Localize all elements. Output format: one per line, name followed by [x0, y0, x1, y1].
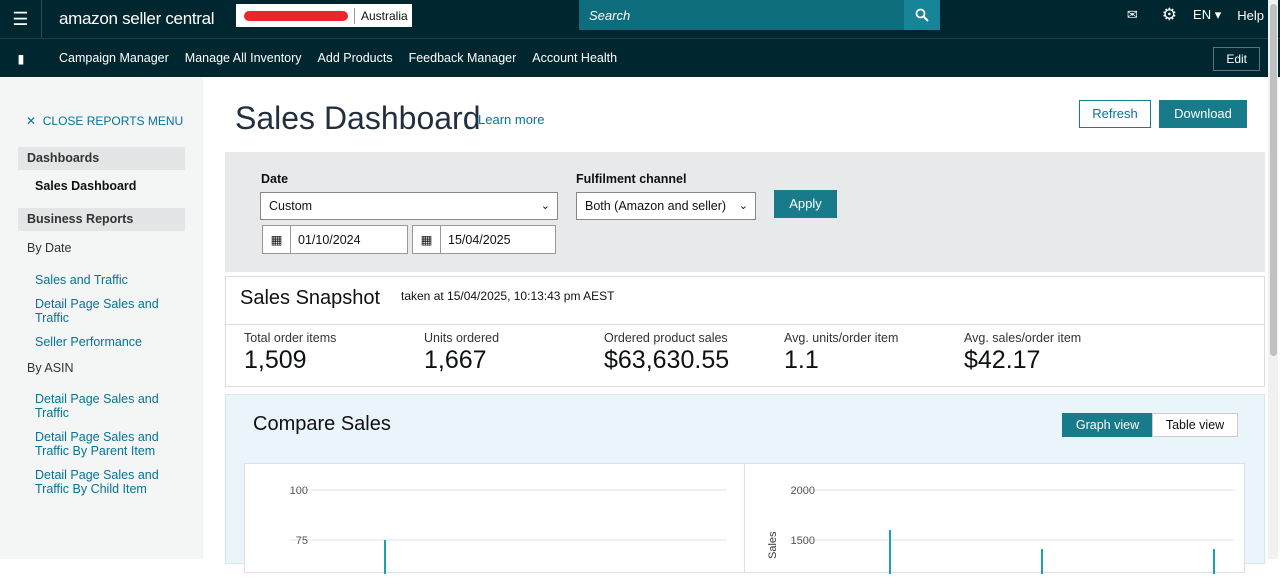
y-tick-label: 2000 [791, 485, 815, 497]
end-date-input[interactable]: ▦ 15/04/2025 [412, 225, 556, 254]
metric-value: $63,630.55 [604, 346, 730, 374]
y-tick-label: 75 [296, 535, 308, 547]
y-tick-label: 1500 [791, 535, 815, 547]
metric-value: 1,667 [424, 346, 487, 374]
channel-value: Both (Amazon and seller) [585, 199, 727, 213]
sidebar-item-sales-traffic[interactable]: Sales and Traffic [35, 273, 128, 287]
mail-icon[interactable]: ✉ [1126, 7, 1138, 22]
metric-label: Avg. sales/order item [964, 331, 1082, 345]
sidebar-heading-by-date: By Date [27, 241, 72, 255]
metric-label: Units ordered [424, 331, 500, 345]
chevron-down-icon: ▾ [1214, 7, 1222, 22]
learn-more-link[interactable]: Learn more [478, 112, 545, 127]
channel-select[interactable]: Both (Amazon and seller) ⌄ [576, 192, 756, 220]
metric-label: Avg. units/order item [784, 331, 899, 345]
download-button[interactable]: Download [1159, 100, 1247, 128]
apply-button[interactable]: Apply [774, 190, 837, 218]
calendar-icon: ▦ [413, 226, 441, 253]
search-button[interactable] [904, 0, 940, 30]
end-date-value: 15/04/2025 [448, 233, 511, 247]
divider [354, 7, 355, 24]
close-icon: ✕ [26, 114, 37, 128]
sidebar-item-seller-performance[interactable]: Seller Performance [35, 335, 142, 349]
metric-label: Total order items [244, 331, 337, 345]
metric-ordered-sales: Ordered product sales $63,630.55 [604, 331, 729, 375]
scrollbar[interactable] [1268, 0, 1278, 559]
filters-panel: Date Custom ⌄ ▦ 01/10/2024 ▦ 15/04/2025 Ful… [225, 152, 1265, 272]
sidebar-item-asin-parent[interactable]: Detail Page Sales and Traffic By Parent … [35, 430, 159, 458]
sidebar-item-detail-page[interactable]: Detail Page Sales and Traffic [35, 297, 159, 325]
sales-snapshot: Sales Snapshot taken at 15/04/2025, 10:1… [225, 276, 1265, 387]
metric-total-order-items: Total order items 1,509 [244, 331, 336, 375]
y-axis-label: Sales [767, 531, 779, 559]
divider [226, 324, 1264, 325]
account-switcher[interactable]: Australia [236, 4, 412, 27]
metric-value: $42.17 [964, 346, 1041, 374]
sales-chart: 2000 1500 Sales [744, 463, 1245, 574]
reports-sidebar: ✕ CLOSE REPORTS MENU Dashboards Sales Da… [0, 77, 203, 559]
nav-account-health[interactable]: Account Health [532, 51, 618, 65]
logo[interactable]: amazon seller central [59, 9, 215, 28]
metric-value: 1,509 [244, 346, 307, 374]
page-title: Sales Dashboard [235, 100, 481, 136]
sidebar-item-asin-detail[interactable]: Detail Page Sales and Traffic [35, 392, 159, 420]
date-range-value: Custom [269, 199, 313, 213]
compare-title: Compare Sales [253, 413, 391, 435]
header-actions: ✉ ⚙ EN ▾ Help [1127, 0, 1280, 30]
sidebar-heading-by-asin: By ASIN [27, 361, 74, 375]
nav-bar: ▮ Campaign Manager Manage All Inventory … [0, 38, 1280, 77]
channel-label: Fulfilment channel [576, 172, 687, 186]
nav-campaign-manager[interactable]: Campaign Manager [59, 51, 169, 65]
top-bar: ☰ amazon seller central Australia Search… [0, 0, 1280, 38]
units-chart: 100 75 [244, 463, 745, 574]
graph-view-toggle[interactable]: Graph view [1062, 413, 1153, 437]
chevron-down-icon: ⌄ [738, 200, 748, 212]
help-link[interactable]: Help [1237, 7, 1264, 23]
close-label: CLOSE REPORTS MENU [42, 114, 184, 128]
metric-units-ordered: Units ordered 1,667 [424, 331, 499, 375]
snapshot-title: Sales Snapshot [240, 287, 381, 309]
sidebar-item-sales-dashboard[interactable]: Sales Dashboard [35, 179, 137, 193]
snapshot-timestamp: taken at 15/04/2025, 10:13:43 pm AEST [401, 289, 615, 303]
sidebar-group-business-reports[interactable]: Business Reports [18, 208, 185, 231]
search-input[interactable]: Search [579, 0, 904, 30]
scrollbar-thumb[interactable] [1270, 4, 1277, 356]
language-select[interactable]: EN ▾ [1193, 7, 1221, 23]
bookmark-icon[interactable]: ▮ [17, 51, 25, 66]
sidebar-item-asin-child[interactable]: Detail Page Sales and Traffic By Child I… [35, 468, 159, 496]
date-range-select[interactable]: Custom ⌄ [260, 192, 558, 220]
close-reports-menu[interactable]: ✕ CLOSE REPORTS MENU [26, 114, 183, 128]
sidebar-group-dashboards[interactable]: Dashboards [18, 147, 185, 170]
y-tick-label: 100 [290, 485, 308, 497]
nav-add-products[interactable]: Add Products [317, 51, 393, 65]
metric-label: Ordered product sales [604, 331, 728, 345]
menu-icon[interactable]: ☰ [0, 0, 42, 38]
chevron-down-icon: ⌄ [540, 200, 550, 212]
refresh-button[interactable]: Refresh [1079, 100, 1151, 128]
table-view-toggle[interactable]: Table view [1152, 413, 1238, 437]
calendar-icon: ▦ [263, 226, 291, 253]
compare-sales: Compare Sales Graph view Table view 100 7… [225, 394, 1265, 574]
marketplace-label: Australia [361, 8, 408, 23]
start-date-input[interactable]: ▦ 01/10/2024 [262, 225, 408, 254]
nav-manage-inventory[interactable]: Manage All Inventory [184, 51, 302, 65]
search-icon [915, 8, 929, 22]
edit-nav-button[interactable]: Edit [1213, 47, 1260, 71]
gear-icon[interactable]: ⚙ [1161, 5, 1178, 24]
nav-feedback-manager[interactable]: Feedback Manager [408, 51, 517, 65]
language-label: EN [1193, 7, 1212, 22]
date-label: Date [261, 172, 289, 186]
metric-avg-units: Avg. units/order item 1.1 [784, 331, 898, 375]
metric-value: 1.1 [784, 346, 819, 374]
start-date-value: 01/10/2024 [298, 233, 361, 247]
redacted-account-name [244, 10, 348, 21]
metric-avg-sales: Avg. sales/order item $42.17 [964, 331, 1081, 375]
